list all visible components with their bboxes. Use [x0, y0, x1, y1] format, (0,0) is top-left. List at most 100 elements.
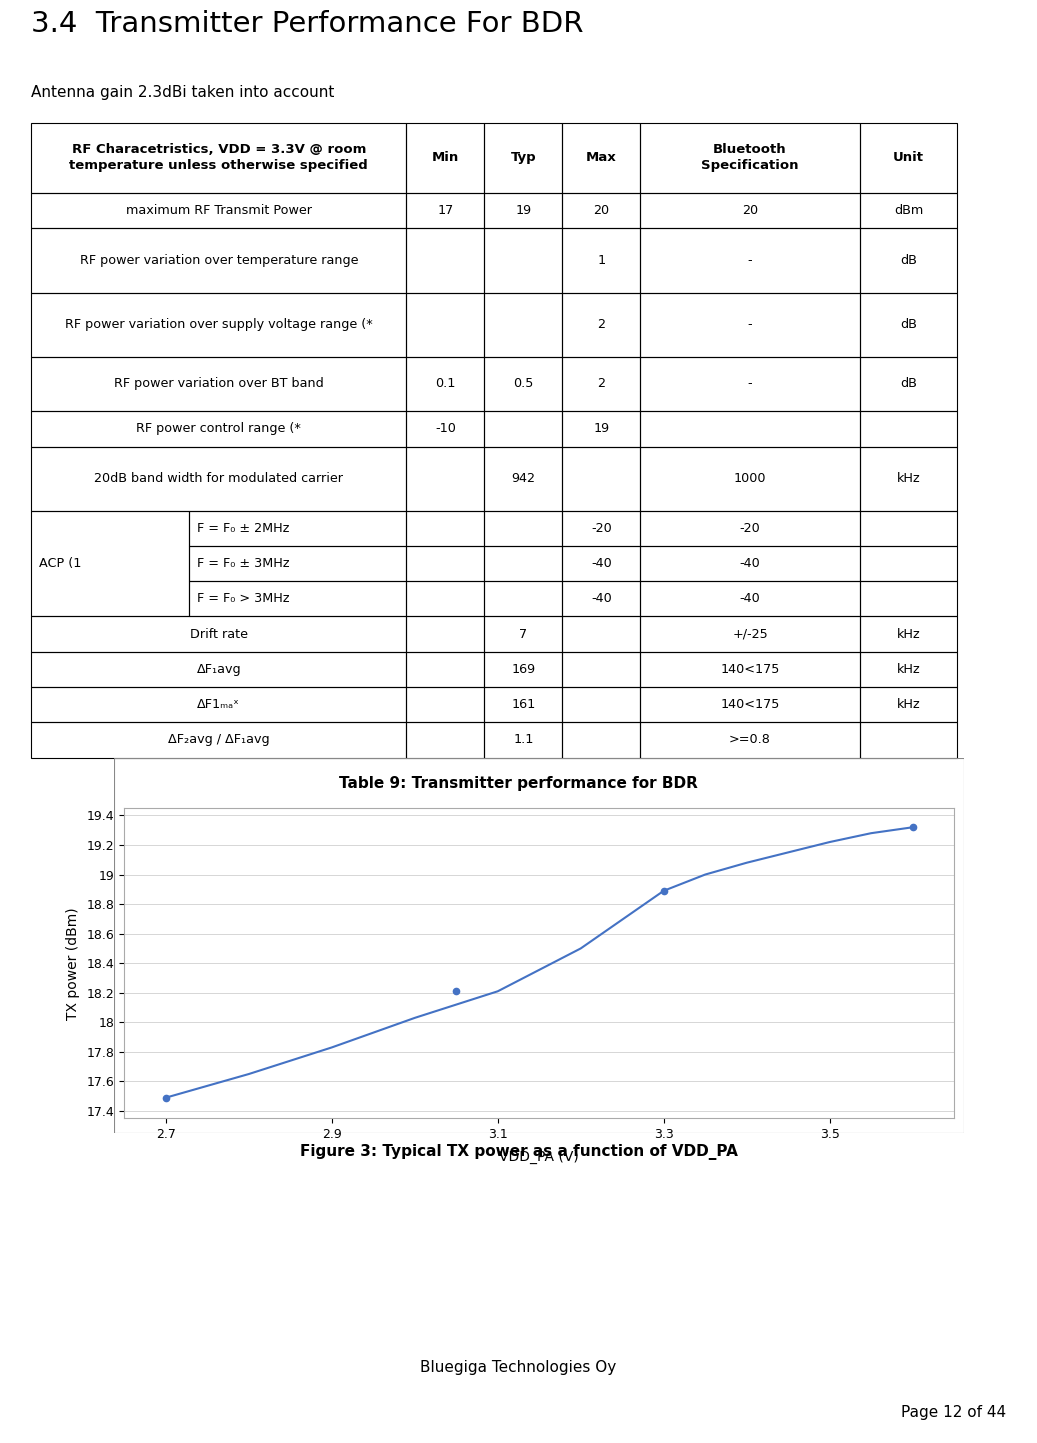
- Bar: [31, 446, 407, 511]
- Bar: [562, 687, 640, 723]
- Bar: [31, 687, 407, 723]
- Text: -: -: [748, 254, 752, 267]
- Text: Unit: Unit: [893, 152, 924, 165]
- Bar: [640, 687, 860, 723]
- Text: RF Characetristics, VDD = 3.3V @ room
temperature unless otherwise specified: RF Characetristics, VDD = 3.3V @ room te…: [69, 143, 368, 172]
- Text: kHz: kHz: [897, 662, 920, 675]
- Text: +/-25: +/-25: [732, 628, 767, 641]
- Text: ΔF1ₘₐˣ: ΔF1ₘₐˣ: [197, 698, 241, 711]
- Bar: [640, 193, 860, 228]
- Bar: [31, 356, 407, 411]
- Text: Bluegiga Technologies Oy: Bluegiga Technologies Oy: [420, 1361, 617, 1375]
- Text: dB: dB: [900, 378, 917, 391]
- Text: -: -: [748, 378, 752, 391]
- Text: 2: 2: [597, 378, 606, 391]
- Y-axis label: TX power (dBm): TX power (dBm): [66, 906, 80, 1020]
- Bar: [407, 411, 484, 446]
- Text: kHz: kHz: [897, 628, 920, 641]
- Text: F = F₀ ± 3MHz: F = F₀ ± 3MHz: [197, 557, 289, 570]
- Bar: [562, 545, 640, 582]
- Bar: [484, 356, 562, 411]
- Text: 19: 19: [593, 423, 610, 436]
- Bar: [860, 228, 957, 293]
- Bar: [484, 193, 562, 228]
- Bar: [860, 582, 957, 616]
- Bar: [562, 582, 640, 616]
- Text: F = F₀ > 3MHz: F = F₀ > 3MHz: [197, 592, 289, 606]
- Bar: [484, 123, 562, 193]
- Bar: [31, 723, 407, 758]
- Text: RF power variation over BT band: RF power variation over BT band: [114, 378, 324, 391]
- Bar: [407, 228, 484, 293]
- Bar: [562, 511, 640, 545]
- Bar: [484, 582, 562, 616]
- Text: -40: -40: [591, 592, 612, 606]
- Bar: [562, 228, 640, 293]
- Bar: [31, 193, 407, 228]
- Bar: [484, 652, 562, 687]
- Bar: [860, 356, 957, 411]
- Text: 140<175: 140<175: [721, 662, 780, 675]
- Bar: [640, 123, 860, 193]
- Bar: [31, 228, 407, 293]
- Bar: [562, 123, 640, 193]
- Text: Max: Max: [586, 152, 617, 165]
- Bar: [860, 545, 957, 582]
- Bar: [189, 545, 407, 582]
- Bar: [640, 446, 860, 511]
- Text: -40: -40: [739, 592, 760, 606]
- Text: dB: dB: [900, 254, 917, 267]
- Bar: [562, 616, 640, 652]
- Text: Page 12 of 44: Page 12 of 44: [901, 1405, 1006, 1420]
- Text: 7: 7: [520, 628, 528, 641]
- Bar: [562, 411, 640, 446]
- Text: 0.1: 0.1: [436, 378, 455, 391]
- Text: 17: 17: [438, 205, 453, 218]
- Text: ΔF₁avg: ΔF₁avg: [196, 662, 241, 675]
- Bar: [484, 411, 562, 446]
- Text: RF power control range (*: RF power control range (*: [136, 423, 301, 436]
- Bar: [31, 411, 407, 446]
- Bar: [562, 723, 640, 758]
- Text: ACP (1: ACP (1: [39, 557, 81, 570]
- Bar: [860, 687, 957, 723]
- Text: 2: 2: [597, 317, 606, 332]
- Text: 20dB band width for modulated carrier: 20dB band width for modulated carrier: [94, 472, 343, 485]
- Bar: [562, 193, 640, 228]
- Text: Drift rate: Drift rate: [190, 628, 248, 641]
- Text: 0.5: 0.5: [513, 378, 534, 391]
- Bar: [860, 446, 957, 511]
- Bar: [860, 193, 957, 228]
- Bar: [640, 652, 860, 687]
- Text: >=0.8: >=0.8: [729, 733, 770, 746]
- Bar: [407, 123, 484, 193]
- Bar: [860, 511, 957, 545]
- Text: Figure 3: Typical TX power as a function of VDD_PA: Figure 3: Typical TX power as a function…: [300, 1143, 737, 1160]
- Bar: [189, 511, 407, 545]
- Bar: [407, 687, 484, 723]
- Text: dBm: dBm: [894, 205, 923, 218]
- Text: Bluetooth
Specification: Bluetooth Specification: [701, 143, 798, 172]
- Bar: [860, 723, 957, 758]
- Text: Antenna gain 2.3dBi taken into account: Antenna gain 2.3dBi taken into account: [31, 85, 335, 100]
- Text: -40: -40: [591, 557, 612, 570]
- Text: -: -: [748, 317, 752, 332]
- Text: -40: -40: [739, 557, 760, 570]
- Text: 20: 20: [741, 205, 758, 218]
- Bar: [407, 511, 484, 545]
- Bar: [640, 293, 860, 356]
- Bar: [31, 511, 189, 616]
- Bar: [484, 687, 562, 723]
- Text: kHz: kHz: [897, 472, 920, 485]
- Text: 3.4  Transmitter Performance For BDR: 3.4 Transmitter Performance For BDR: [31, 10, 584, 38]
- Text: Typ: Typ: [510, 152, 536, 165]
- Bar: [407, 293, 484, 356]
- Bar: [640, 723, 860, 758]
- Text: 169: 169: [511, 662, 535, 675]
- Bar: [860, 123, 957, 193]
- Bar: [640, 582, 860, 616]
- Bar: [407, 356, 484, 411]
- Bar: [407, 616, 484, 652]
- Bar: [640, 411, 860, 446]
- Bar: [31, 652, 407, 687]
